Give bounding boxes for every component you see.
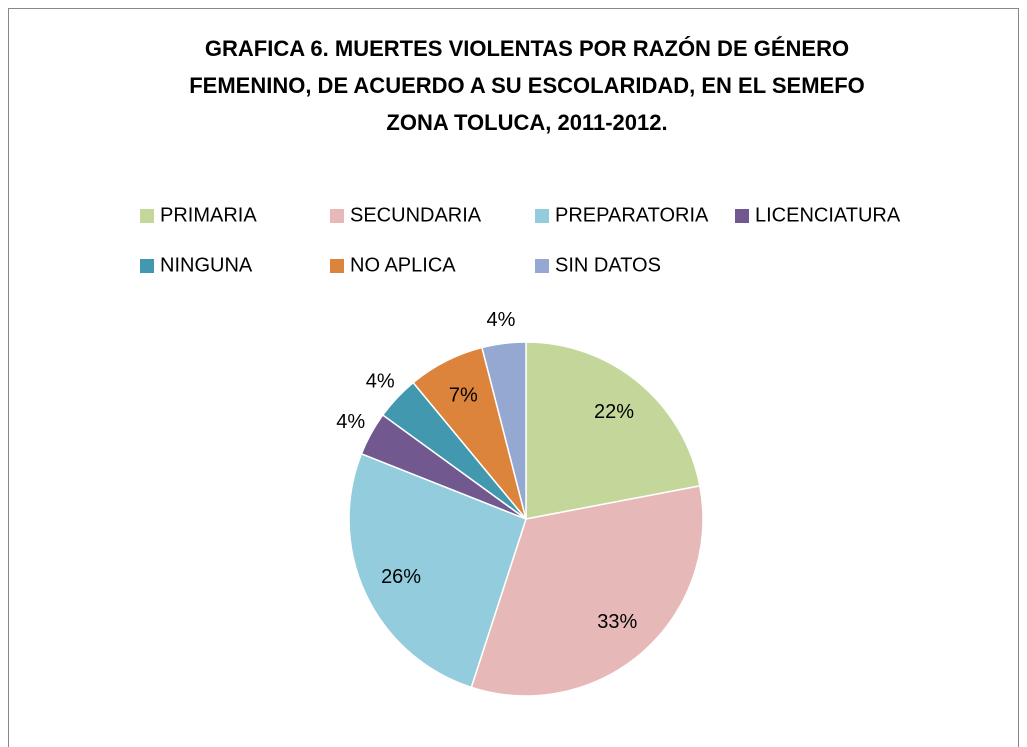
legend-label: SIN DATOS	[555, 254, 661, 276]
legend-label: NINGUNA	[160, 254, 253, 276]
legend-swatch	[140, 259, 154, 273]
data-label: 7%	[449, 384, 478, 406]
pie-slice	[348, 452, 527, 689]
pie-slice	[470, 484, 704, 697]
chart-title: GRAFICA 6. MUERTES VIOLENTAS POR RAZÓN D…	[205, 36, 849, 61]
data-label: 4%	[336, 411, 365, 433]
legend-label: SECUNDARIA	[350, 204, 482, 226]
pie-slice	[525, 341, 701, 520]
legend-label: PRIMARIA	[160, 204, 257, 226]
data-label: 4%	[366, 370, 395, 392]
legend-swatch	[330, 209, 344, 223]
legend-swatch	[140, 209, 154, 223]
data-label: 22%	[594, 401, 634, 423]
legend-label: NO APLICA	[350, 254, 456, 276]
legend-label: LICENCIATURA	[755, 204, 901, 226]
legend-swatch	[735, 209, 749, 223]
legend-swatch	[535, 209, 549, 223]
data-label: 33%	[597, 611, 637, 633]
chart-title: FEMENINO, DE ACUERDO A SU ESCOLARIDAD, E…	[189, 73, 865, 98]
data-label: 26%	[381, 566, 421, 588]
legend-swatch	[330, 259, 344, 273]
legend-label: PREPARATORIA	[555, 204, 709, 226]
legend-swatch	[535, 259, 549, 273]
chart-title: ZONA TOLUCA, 2011-2012.	[386, 110, 667, 135]
data-label: 4%	[486, 309, 515, 331]
pie-slice	[481, 341, 527, 520]
